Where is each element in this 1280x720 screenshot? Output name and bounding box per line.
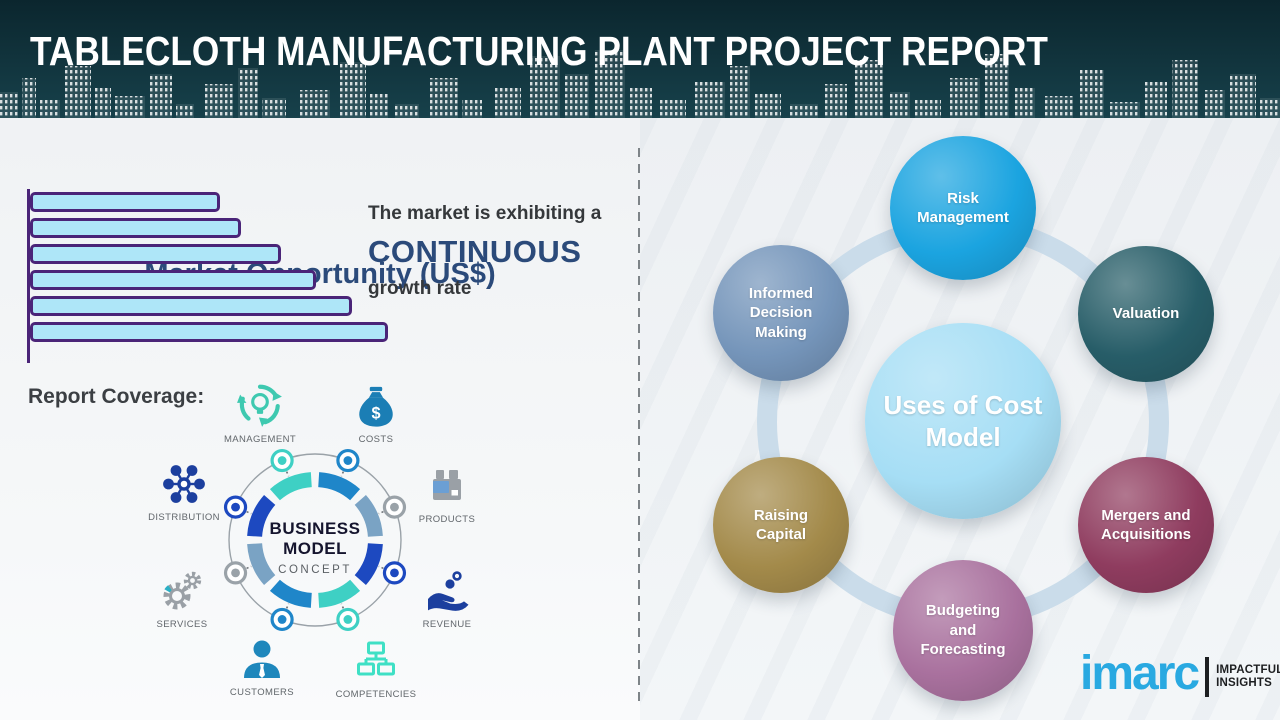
imarc-tagline: IMPACTFUL INSIGHTS [1216, 664, 1280, 690]
coverage-item-costs: $ COSTS [328, 383, 424, 445]
circle-risk-management: Risk Management [890, 136, 1036, 280]
bm-connector [285, 603, 290, 609]
coverage-item-label: PRODUCTS [418, 514, 476, 525]
bm-arc [247, 494, 276, 537]
bm-connector [246, 565, 252, 570]
management-cycle-icon [237, 384, 282, 427]
business-model-word1: BUSINESS [270, 519, 361, 538]
services-gears-icon [163, 571, 202, 610]
bm-connector [378, 510, 384, 515]
coverage-item-label: SERVICES [156, 619, 208, 630]
circle-raising-capital: Raising Capital [713, 457, 849, 593]
coverage-item-label: CUSTOMERS [229, 687, 295, 698]
growth-line1: The market is exhibiting a [368, 203, 602, 224]
market-bar [30, 218, 241, 238]
bm-node-dot [390, 502, 399, 512]
coverage-item-label: DISTRIBUTION [148, 512, 220, 523]
bm-arc [354, 494, 383, 537]
circle-valuation: Valuation [1078, 246, 1214, 382]
revenue-hand-icon [428, 571, 469, 611]
circle-mergers-acquisitions: Mergers and Acquisitions [1078, 457, 1214, 593]
product-box-icon [433, 470, 461, 500]
circle-uses-of-cost-model: Uses of Cost Model [865, 323, 1061, 519]
bm-arc [318, 579, 361, 608]
imarc-tagline-line1: IMPACTFUL [1216, 663, 1280, 676]
bm-node-dot [277, 615, 287, 624]
money-bag-icon: $ [359, 386, 393, 427]
coverage-item-competencies: COMPETENCIES [328, 638, 424, 700]
coverage-item-label: MANAGEMENT [223, 434, 297, 445]
bm-connector [340, 603, 345, 609]
imarc-tagline-line2: INSIGHTS [1216, 677, 1273, 689]
coverage-item-label: REVENUE [422, 619, 472, 630]
business-model-diagram: BUSINESS MODEL CONCEPT [223, 448, 407, 632]
bm-arc [269, 579, 312, 608]
circle-informed-decision-making: Informed Decision Making [713, 245, 849, 381]
bm-node-dot [277, 456, 287, 465]
report-coverage-label: Report Coverage: [28, 385, 205, 408]
coverage-item-products: PRODUCTS [399, 463, 495, 525]
bm-arc [354, 543, 383, 586]
header-banner: TABLECLOTH MANUFACTURING PLANT PROJECT R… [0, 0, 1280, 118]
imarc-logo: imarc IMPACTFUL INSIGHTS [1080, 650, 1280, 698]
market-bar [30, 322, 388, 342]
city-skyline-graphic [0, 50, 1280, 118]
business-model-word3: CONCEPT [278, 564, 352, 576]
coverage-item-revenue: REVENUE [399, 568, 495, 630]
growth-annotation: The market is exhibiting a CONTINUOUS gr… [368, 203, 638, 300]
circle-budgeting-forecasting: Budgeting and Forecasting [893, 560, 1033, 701]
panel-divider [638, 148, 640, 704]
coverage-item-label: COMPETENCIES [335, 689, 417, 700]
bm-node-dot [231, 502, 240, 512]
bm-outer-circle [228, 453, 402, 627]
distribution-network-icon [163, 465, 205, 503]
competencies-org-icon [357, 641, 395, 676]
logo-divider-bar [1205, 657, 1210, 697]
business-model-word2: MODEL [283, 539, 347, 558]
coverage-item-management: MANAGEMENT [212, 381, 308, 445]
svg-text:$: $ [371, 404, 380, 422]
circle-label: Informed Decision Making [748, 284, 814, 341]
bm-arc [247, 543, 276, 586]
customer-person-icon [244, 640, 280, 678]
bar-chart-axis [27, 189, 30, 363]
bm-node-dot [390, 568, 399, 578]
coverage-item-label: COSTS [358, 434, 394, 445]
market-opportunity-bar-chart [30, 192, 388, 348]
bm-connector [378, 565, 384, 570]
market-bar [30, 270, 316, 290]
circle-label: Risk Management [917, 189, 1009, 227]
imarc-brand-text: imarc [1080, 647, 1200, 700]
circle-label: Mergers and Acquisitions [1100, 506, 1191, 544]
bm-connector [285, 471, 290, 477]
circle-label: Valuation [1112, 305, 1180, 323]
coverage-item-customers: CUSTOMERS [214, 636, 310, 698]
market-bar [30, 244, 281, 264]
market-bar [30, 192, 220, 212]
growth-line2: CONTINUOUS [368, 234, 582, 269]
growth-line3: growth rate [368, 278, 472, 299]
bm-node-dot [231, 568, 240, 578]
bm-node-dot [343, 615, 353, 624]
coverage-item-distribution: DISTRIBUTION [136, 461, 232, 523]
bm-connector [340, 471, 345, 477]
coverage-item-services: SERVICES [134, 568, 230, 630]
bm-connector [246, 510, 252, 515]
bm-arc [269, 472, 312, 501]
bm-node-dot [343, 456, 353, 465]
report-title: TABLECLOTH MANUFACTURING PLANT PROJECT R… [30, 28, 1048, 74]
circle-label: Budgeting and Forecasting [920, 602, 1006, 659]
circle-label: Raising Capital [753, 506, 809, 544]
market-bar [30, 296, 352, 316]
circle-label: Uses of Cost Model [883, 389, 1043, 453]
bm-arc [318, 472, 361, 501]
